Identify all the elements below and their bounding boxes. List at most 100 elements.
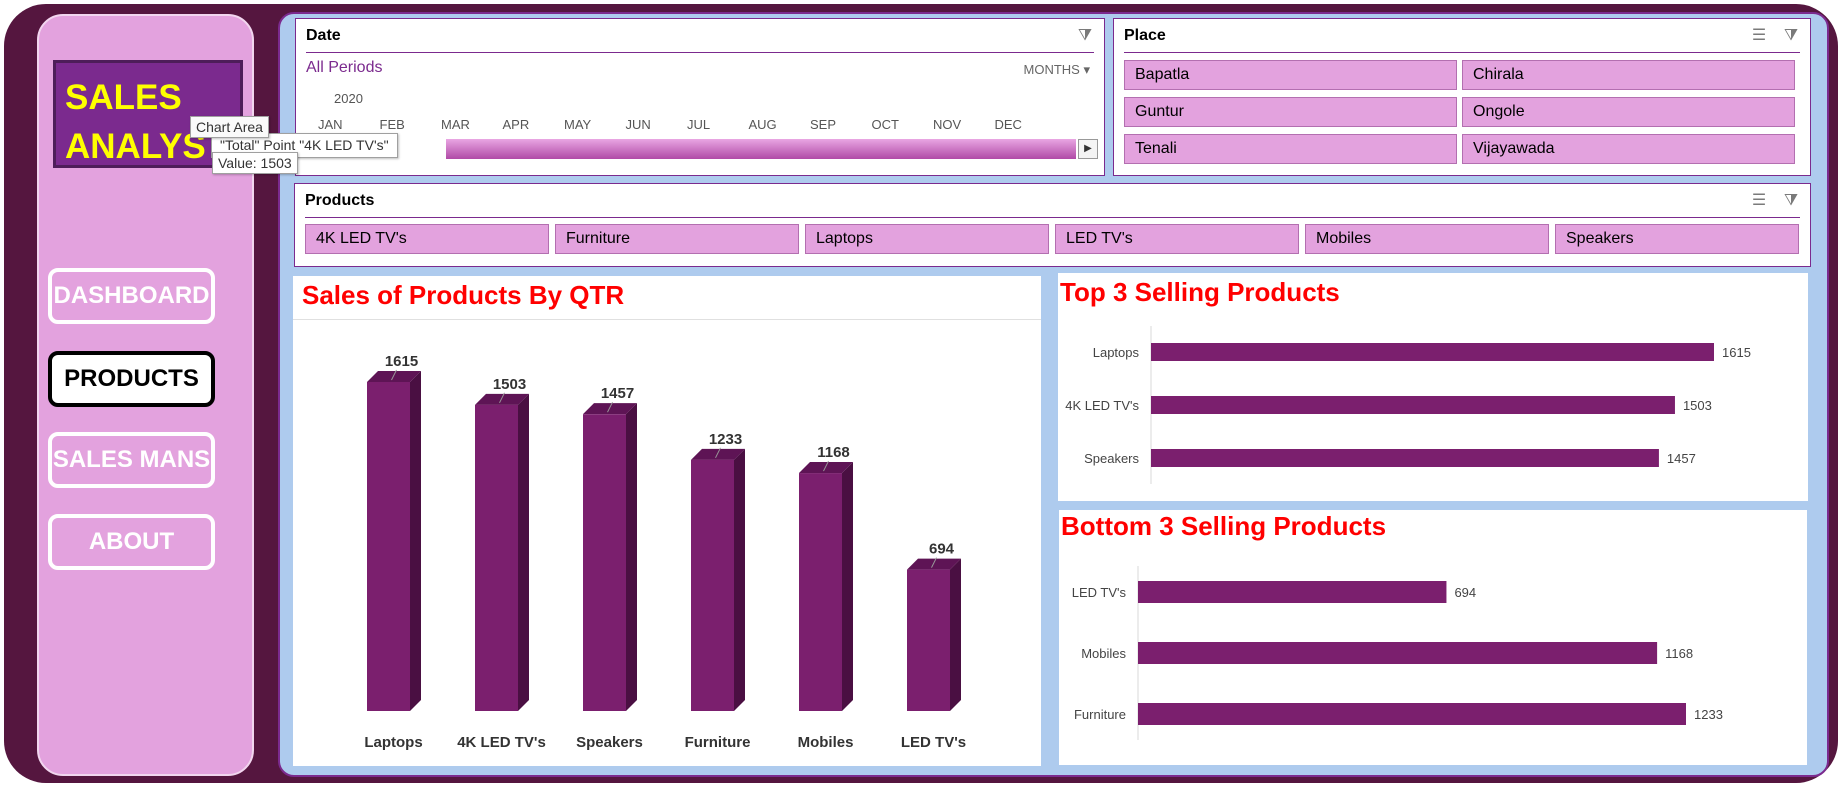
timeline-month-label[interactable]: OCT [871,117,899,132]
column-bar [583,414,626,711]
column-top [475,393,529,405]
category-label: LED TV's [1072,585,1127,600]
product-chip[interactable]: Furniture [555,224,799,254]
products-slicer-title: Products [305,192,375,209]
timeline-month-label[interactable]: MAY [564,117,592,132]
product-chip[interactable]: 4K LED TV's [305,224,549,254]
data-label: 1233 [709,431,742,448]
column-top [799,462,853,474]
data-label-leader [931,557,937,568]
place-chip[interactable]: Guntur [1124,97,1457,127]
data-label: 1168 [817,444,850,461]
product-chip[interactable]: Laptops [805,224,1049,254]
timeline-month-label[interactable]: JUN [625,117,651,132]
date-slicer[interactable]: Date ⧩ All Periods MONTHS ▾ 2020 JAN FEB M… [295,18,1105,176]
column-bar [475,404,518,711]
timeline-month-label[interactable]: MAR [441,117,470,132]
chart-title-box: Sales of Products By QTR [293,276,1041,320]
column-bar [691,459,734,711]
timeline-month-label[interactable]: DEC [994,117,1022,132]
chart-tooltip-value: Value: 1503 [212,152,298,174]
products-slicer-divider [305,217,1800,218]
timeline-month-label[interactable]: AUG [748,117,777,132]
timeline-month-label[interactable]: APR [502,117,530,132]
category-label: Laptops [1093,345,1140,360]
place-chip[interactable]: Tenali [1124,134,1457,164]
timeline-year: 2020 [334,91,363,106]
data-label: 1168 [1665,646,1693,661]
data-label: 1457 [601,385,634,402]
place-chip[interactable]: Chirala [1462,60,1795,90]
date-slicer-title: Date [306,27,341,44]
chart-tooltip-area: Chart Area [190,116,269,138]
timeline-level-label: MONTHS [1023,62,1080,77]
timeline-month-label[interactable]: SEP [810,117,837,132]
column-top [691,448,745,460]
column-chart-svg: 1615 Laptops 1503 4K LED TV's 1457 Speakers 12… [364,353,966,751]
column-bar [367,382,410,711]
timeline-selection-bar[interactable] [446,139,1076,159]
data-label-leader [823,460,829,472]
product-chip[interactable]: Speakers [1555,224,1799,254]
column-side [410,371,421,711]
place-slicer-title: Place [1124,27,1166,44]
timeline-month-label[interactable]: JAN [318,117,343,132]
column-side [734,448,745,711]
logo-text: SALES ANALYS [65,73,206,166]
sales-by-qtr-chart[interactable]: Sales of Products By QTR 1615 Laptops 1503… [293,276,1041,766]
products-slicer[interactable]: Products ☰ ⧩ 4K LED TV's Furniture Lapto… [294,183,1811,267]
logo-line1: SALES [65,78,182,117]
column-bar [799,473,842,711]
data-label-leader [499,392,505,404]
column-side [950,558,961,711]
multi-select-icon[interactable]: ☰ [1751,192,1767,209]
nav-button-about[interactable]: ABOUT [48,514,215,570]
place-chip[interactable]: Vijayawada [1462,134,1795,164]
category-label: Furniture [1074,707,1126,722]
clear-filter-icon[interactable]: ⧩ [1077,27,1093,44]
timeline-level-dropdown[interactable]: MONTHS ▾ [1024,62,1091,78]
timeline-month-label[interactable]: NOV [933,117,962,132]
product-chip[interactable]: LED TV's [1055,224,1299,254]
data-label: 1503 [1683,398,1712,413]
category-label: Laptops [364,734,422,751]
category-label: Speakers [576,734,643,751]
column-top [367,371,421,382]
clear-filter-icon[interactable]: ⧩ [1783,192,1799,209]
chart-title: Top 3 Selling Products [1060,277,1340,307]
data-label: 1615 [1722,345,1751,360]
nav-button-sales-mans[interactable]: SALES MANS [48,432,215,488]
column-top [583,403,637,415]
timeline-month-label[interactable]: JUL [687,117,711,132]
top3-bar-svg: Laptops 1615 4K LED TV's 1503 Speakers 1457 [1065,326,1751,484]
place-chip[interactable]: Ongole [1462,97,1795,127]
clear-filter-icon[interactable]: ⧩ [1783,27,1799,44]
logo-line2: ANALYS [65,127,206,166]
category-label: 4K LED TV's [1065,398,1139,413]
bottom3-bar-svg: LED TV's 694 Mobiles 1168 Furniture 1233 [1072,566,1723,740]
timeline-scroll-right-icon[interactable]: ▶ [1078,139,1098,159]
category-label: Mobiles [798,734,854,751]
nav-button-dashboard[interactable]: DASHBOARD [48,268,215,324]
multi-select-icon[interactable]: ☰ [1751,27,1767,44]
place-chip[interactable]: Bapatla [1124,60,1457,90]
bar [1151,343,1714,361]
column-side [518,393,529,711]
chevron-down-icon: ▾ [1083,62,1090,77]
data-label: 694 [1454,585,1476,600]
category-label: 4K LED TV's [457,734,546,751]
timeline-month-label[interactable]: FEB [379,117,405,132]
category-label: Speakers [1084,451,1139,466]
bar [1151,396,1675,414]
date-slicer-divider [306,52,1094,53]
place-slicer[interactable]: Place ☰ ⧩ Bapatla Chirala Guntur Ongole … [1113,18,1811,176]
column-bar [907,569,950,711]
nav-button-products[interactable]: PRODUCTS [48,351,215,407]
bottom3-chart[interactable]: Bottom 3 Selling Products LED TV's 694 Mob… [1059,510,1807,765]
top3-chart[interactable]: Top 3 Selling Products Laptops 1615 4K LED… [1058,273,1808,501]
bar [1138,581,1447,603]
bar [1151,449,1659,467]
timeline-months: JAN FEB MAR APR MAY JUN JUL AUG SEP OCT NOV DEC [318,117,1078,135]
product-chip[interactable]: Mobiles [1305,224,1549,254]
chart-title: Bottom 3 Selling Products [1061,511,1387,541]
